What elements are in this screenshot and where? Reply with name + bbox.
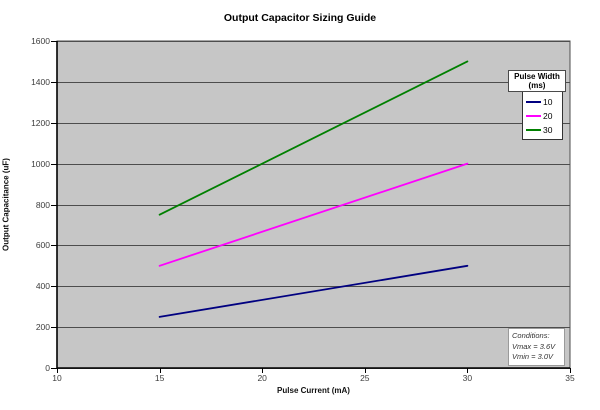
y-tick-label-1200: 1200 xyxy=(31,117,50,128)
x-tick-label-10: 10 xyxy=(52,373,62,383)
x-tick-label-30: 30 xyxy=(462,373,473,383)
y-tick-label-800: 800 xyxy=(35,199,50,210)
y-tick-label-0: 0 xyxy=(45,363,50,373)
y-tick-label-400: 400 xyxy=(35,281,50,292)
legend-entry-20: 20 xyxy=(526,109,562,123)
x-axis-title: Pulse Current (mA) xyxy=(277,386,350,395)
legend: Pulse Width (ms) 10 20 30 xyxy=(508,70,566,140)
x-tick-label-15: 15 xyxy=(154,373,165,383)
conditions-line-0: Conditions: xyxy=(512,331,550,340)
legend-entries: 10 20 30 xyxy=(522,91,563,140)
legend-title-line2: (ms) xyxy=(528,81,546,90)
chart-title: Output Capacitor Sizing Guide xyxy=(223,12,377,24)
conditions-annotation: Conditions: Vmax = 3.6V Vmin = 3.0V xyxy=(508,328,565,366)
conditions-line-1: Vmax = 3.6V xyxy=(512,341,556,351)
y-tick-label-600: 600 xyxy=(35,240,50,251)
y-tick-label-1400: 1400 xyxy=(31,76,50,87)
legend-line-swatch-20 xyxy=(526,115,541,117)
series-line-30ms xyxy=(158,60,469,216)
series-line-10ms xyxy=(158,264,469,318)
conditions-line-2: Vmin = 3.0V xyxy=(512,352,554,361)
y-tick-label-200: 200 xyxy=(35,322,50,333)
x-tick-label-20: 20 xyxy=(257,373,267,383)
series-line-20ms xyxy=(158,162,469,267)
legend-title: Pulse Width (ms) xyxy=(508,70,566,92)
legend-title-line1: Pulse Width xyxy=(514,72,560,81)
legend-entry-label: 20 xyxy=(543,111,553,121)
legend-entry-10: 10 xyxy=(526,95,562,109)
legend-line-swatch-10 xyxy=(526,101,541,103)
y-axis-title: Output Capacitance (uF) xyxy=(1,158,11,251)
legend-entry-label: 30 xyxy=(543,125,553,135)
legend-entry-30: 30 xyxy=(526,123,562,137)
legend-entry-label: 10 xyxy=(543,97,553,107)
x-tick-label-35: 35 xyxy=(565,373,575,383)
x-tick-label-25: 25 xyxy=(360,373,370,383)
plot-background xyxy=(56,40,571,369)
y-tick-label-1000: 1000 xyxy=(31,158,50,169)
y-tick-label-1600: 1600 xyxy=(31,36,50,46)
legend-line-swatch-30 xyxy=(526,129,541,131)
